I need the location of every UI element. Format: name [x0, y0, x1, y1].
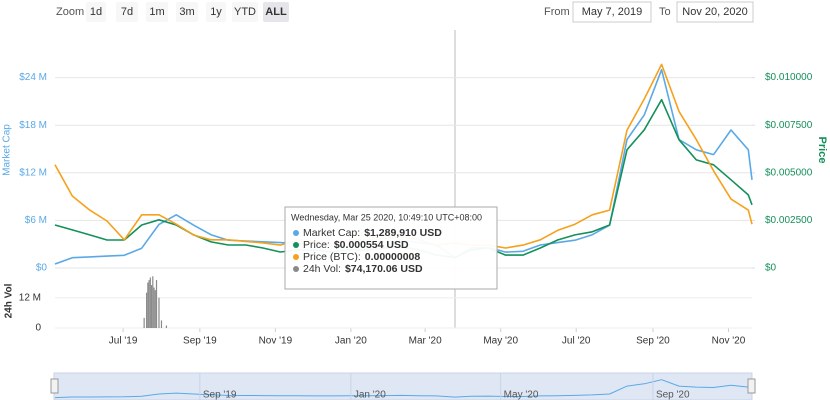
navigator-line	[54, 379, 753, 399]
y-tick-label: $0	[36, 263, 48, 274]
volume-bar	[149, 277, 151, 328]
to-label: To	[659, 6, 671, 18]
tooltip-dot	[293, 254, 299, 260]
x-tick-label: Jan '20	[335, 336, 367, 347]
navigator-handle[interactable]	[50, 378, 59, 394]
zoom-button-label: YTD	[234, 6, 256, 18]
tooltip-box	[284, 206, 498, 290]
y-tick-label: $18 M	[19, 120, 47, 131]
y2-tick-label: $0.007500	[765, 120, 813, 131]
tooltip: Wednesday, Mar 25 2020, 10:49:10 UTC+08:…	[284, 206, 498, 290]
tooltip-dot	[293, 230, 299, 236]
tooltip-row: 24h Vol: $74,170.06 USD	[303, 263, 423, 275]
zoom-button[interactable]	[206, 2, 226, 22]
volume-axis-title: 24h Vol	[4, 283, 15, 318]
x-tick-label: Sep '20	[636, 336, 670, 347]
y-tick-label: $12 M	[19, 167, 47, 178]
volume-bar	[158, 297, 160, 328]
tooltip-dot	[293, 266, 299, 272]
tooltip-row: Price: $0.000554 USD	[303, 239, 409, 251]
volume-tick-label: 12 M	[19, 292, 41, 303]
y2-axis-title: Price	[816, 137, 828, 164]
zoom-button-label: 1m	[149, 6, 164, 18]
volume-bar	[143, 317, 145, 328]
zoom-button[interactable]	[146, 2, 168, 22]
navigator[interactable]	[53, 372, 753, 400]
tooltip-value: $0.000554 USD	[334, 239, 409, 251]
navigator-label: Sep '19	[203, 390, 237, 400]
x-tick-label: Nov '19	[259, 336, 293, 347]
zoom-label: Zoom	[56, 6, 84, 18]
y-tick-label: $6 M	[25, 215, 47, 226]
tooltip-value: $74,170.06 USD	[345, 263, 423, 275]
tooltip-row: Market Cap: $1,289,910 USD	[303, 227, 442, 239]
zoom-button[interactable]	[116, 2, 138, 22]
volume-bar	[155, 280, 158, 328]
volume-bar	[146, 292, 148, 328]
zoom-button-label: 3m	[179, 6, 194, 18]
y2-tick-label: $0.002500	[765, 215, 813, 226]
volume-bar	[160, 320, 163, 328]
x-tick-label: Nov '20	[712, 336, 746, 347]
y2-tick-label: $0.005000	[765, 167, 813, 178]
tooltip-value: $1,289,910 USD	[364, 227, 442, 239]
zoom-button[interactable]	[263, 2, 289, 22]
x-tick-label: Sep '19	[183, 336, 217, 347]
x-tick-label: Jul '19	[109, 336, 138, 347]
navigator-label: Jan '20	[354, 390, 386, 400]
x-tick-label: Mar '20	[409, 336, 442, 347]
from-label: From	[544, 6, 570, 18]
tooltip-label: Price:	[303, 239, 330, 251]
tooltip-date: Wednesday, Mar 25 2020, 10:49:10 UTC+08:…	[291, 212, 482, 222]
volume-bar	[152, 276, 154, 328]
tooltip-row: Price (BTC): 0.00000008	[303, 251, 420, 263]
zoom-button-label: 1d	[90, 6, 102, 18]
zoom-button[interactable]	[232, 2, 258, 22]
zoom-button-label: 7d	[121, 6, 133, 18]
volume-bar	[165, 325, 168, 328]
tooltip-label: Market Cap:	[303, 227, 360, 239]
zoom-button[interactable]	[86, 2, 106, 22]
from-input[interactable]	[572, 1, 652, 23]
x-tick-label: Jul '20	[562, 336, 591, 347]
volume-tick-label: 0	[35, 323, 41, 334]
to-date: Nov 20, 2020	[682, 6, 747, 18]
navigator-label: May '20	[504, 390, 539, 400]
navigator-label: Sep '20	[656, 390, 690, 400]
volume-bar	[150, 285, 153, 328]
x-tick-label: May '20	[483, 336, 518, 347]
y-tick-label: $24 M	[19, 72, 47, 83]
y2-tick-label: $0	[765, 263, 777, 274]
volume-bar	[154, 290, 156, 328]
zoom-button-label: ALL	[265, 6, 287, 18]
volume-bar	[147, 282, 149, 328]
y2-tick-label: $0.010000	[765, 72, 813, 83]
from-date: May 7, 2019	[582, 6, 643, 18]
volume-bar	[153, 287, 155, 328]
tooltip-label: Price (BTC):	[303, 251, 361, 263]
volume-bar	[148, 280, 150, 328]
tooltip-value: 0.00000008	[365, 251, 421, 263]
tooltip-dot	[293, 242, 299, 248]
to-input[interactable]	[676, 1, 754, 23]
zoom-button[interactable]	[176, 2, 198, 22]
navigator-handle[interactable]	[747, 378, 756, 394]
tooltip-label: 24h Vol:	[303, 263, 341, 275]
zoom-button-label: 1y	[210, 6, 222, 18]
y-axis-title: Market Cap	[2, 124, 13, 176]
